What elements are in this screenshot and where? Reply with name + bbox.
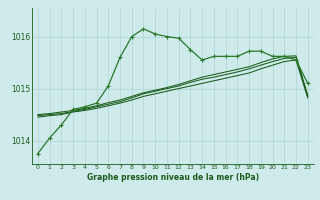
X-axis label: Graphe pression niveau de la mer (hPa): Graphe pression niveau de la mer (hPa) <box>87 173 259 182</box>
